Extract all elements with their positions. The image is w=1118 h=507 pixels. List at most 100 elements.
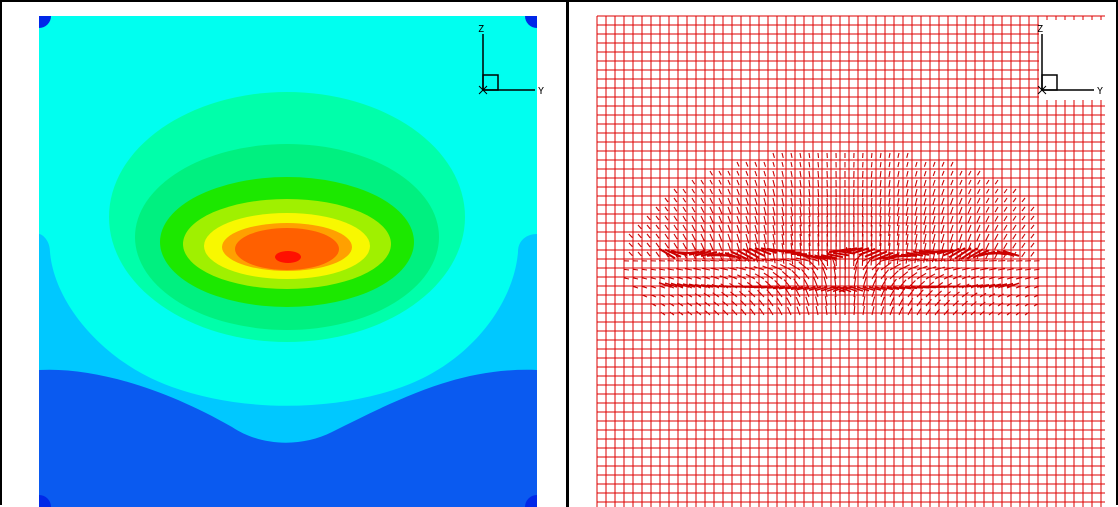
velocity-vector <box>728 207 731 214</box>
velocity-vector <box>969 180 971 184</box>
velocity-vector <box>701 234 704 241</box>
velocity-vector <box>862 198 863 207</box>
velocity-vector <box>638 234 641 238</box>
velocity-vector <box>692 180 695 184</box>
velocity-vector <box>656 225 659 229</box>
velocity-vector <box>728 198 731 204</box>
velocity-vector <box>944 260 954 261</box>
velocity-vector <box>906 189 908 196</box>
velocity-vector <box>968 216 971 223</box>
velocity-vector <box>907 162 908 167</box>
velocity-vector <box>826 306 827 315</box>
velocity-vector <box>942 162 944 167</box>
velocity-vector <box>629 252 632 256</box>
velocity-vector <box>862 207 863 217</box>
velocity-vector <box>950 207 953 214</box>
velocity-vector <box>899 265 910 270</box>
velocity-vector <box>880 180 881 187</box>
y-axis-label: Y <box>538 86 544 97</box>
velocity-vector <box>782 180 783 187</box>
velocity-vector <box>633 287 638 288</box>
velocity-vector <box>773 171 774 177</box>
velocity-vector <box>1025 278 1031 279</box>
velocity-vector <box>1031 207 1034 211</box>
velocity-vector <box>728 171 730 176</box>
velocity-vector <box>899 289 905 297</box>
velocity-vector <box>755 171 757 176</box>
velocity-vector <box>701 225 704 231</box>
velocity-vector <box>933 162 935 167</box>
velocity-vector <box>889 180 890 187</box>
velocity-vector <box>764 234 766 244</box>
velocity-vector <box>683 234 686 240</box>
velocity-vector <box>1013 243 1016 248</box>
velocity-vector <box>977 198 980 203</box>
velocity-vector <box>915 225 917 235</box>
velocity-vector <box>710 234 713 241</box>
velocity-vector <box>872 306 874 315</box>
velocity-vector <box>1025 269 1031 270</box>
vector-mesh-panel: Z Y <box>569 2 1116 507</box>
velocity-vector <box>890 307 893 315</box>
velocity-vector <box>746 234 749 243</box>
velocity-vector <box>633 278 638 279</box>
velocity-vector <box>986 189 989 193</box>
velocity-vector <box>881 297 884 306</box>
velocity-vector <box>710 189 713 194</box>
velocity-vector <box>995 234 998 240</box>
velocity-vector <box>1013 234 1016 239</box>
velocity-vector <box>908 273 917 279</box>
velocity-vector <box>897 207 899 216</box>
velocity-vector <box>863 296 865 306</box>
velocity-vector <box>926 274 935 279</box>
velocity-vector <box>1004 189 1007 193</box>
velocity-vector <box>683 189 686 193</box>
velocity-vector <box>995 243 998 249</box>
velocity-vector <box>1013 207 1016 211</box>
velocity-vector <box>1022 234 1025 239</box>
velocity-vector <box>907 171 908 177</box>
velocity-vector <box>816 306 818 315</box>
velocity-vector <box>710 207 713 213</box>
velocity-vector <box>802 269 809 279</box>
velocity-vector <box>1016 269 1022 270</box>
velocity-vector <box>782 207 784 216</box>
velocity-vector <box>880 153 881 158</box>
velocity-vector <box>980 268 988 270</box>
velocity-vector <box>924 189 926 196</box>
velocity-vector <box>778 308 782 315</box>
velocity-vector <box>906 216 908 226</box>
velocity-vector <box>728 189 730 195</box>
velocity-vector <box>915 216 917 225</box>
velocity-vector <box>692 216 695 222</box>
velocity-vector <box>692 243 695 249</box>
velocity-vector <box>692 207 695 212</box>
velocity-vector <box>1031 225 1034 229</box>
velocity-vector <box>962 260 971 261</box>
velocity-vector <box>701 207 704 213</box>
velocity-vector <box>651 286 656 288</box>
velocity-vector <box>692 198 695 203</box>
contour-band-red <box>275 251 301 263</box>
velocity-vector <box>881 262 891 270</box>
velocity-vector <box>1016 277 1022 279</box>
velocity-vector <box>807 306 809 315</box>
velocity-vector <box>755 225 757 234</box>
velocity-vector <box>791 189 792 197</box>
velocity-vector <box>924 225 926 235</box>
velocity-vector <box>818 180 819 187</box>
velocity-vector <box>746 171 748 176</box>
velocity-vector <box>674 216 677 221</box>
velocity-vector <box>986 198 989 203</box>
velocity-vector <box>942 180 944 185</box>
velocity-vector <box>701 180 704 184</box>
contour-band-orange-red <box>235 228 339 270</box>
velocity-vector <box>624 269 629 270</box>
velocity-vector <box>719 198 722 204</box>
velocity-vector <box>797 307 800 315</box>
velocity-vector <box>719 180 721 185</box>
velocity-vector <box>741 309 746 315</box>
velocity-vector <box>924 180 926 186</box>
velocity-vector <box>647 234 650 238</box>
